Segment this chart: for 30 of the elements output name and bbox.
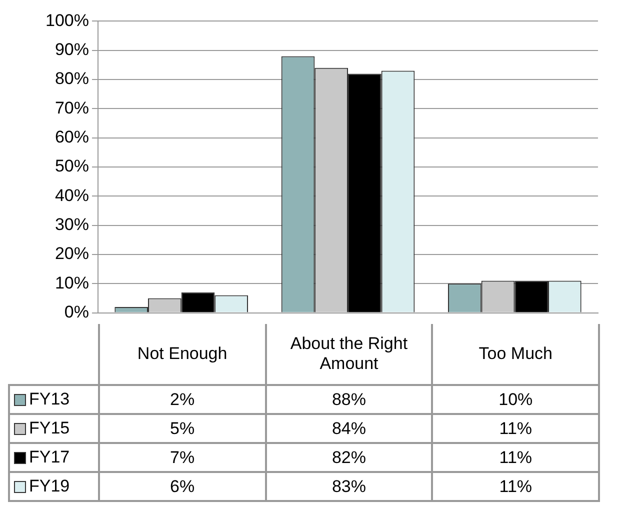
data-label: 84% [266, 414, 432, 443]
y-tick-label: 30% [54, 215, 89, 234]
data-label: 2% [99, 385, 266, 414]
legend-label: FY17 [29, 448, 70, 467]
y-tick-label: 40% [54, 186, 89, 205]
x-tick-label: Too Much [478, 344, 554, 364]
y-tick-label: 60% [54, 128, 89, 147]
x-tick-label: Not Enough [136, 344, 228, 364]
legend-label: FY13 [29, 390, 70, 409]
legend-label: FY15 [29, 418, 70, 438]
data-label: 6% [99, 472, 266, 501]
data-label: 88% [266, 385, 432, 414]
data-label: 11% [432, 443, 599, 472]
y-tick-label: 50% [54, 156, 89, 176]
data-label: 10% [432, 385, 599, 414]
legend-label: FY19 [29, 476, 70, 496]
y-tick-label: 80% [54, 69, 89, 88]
x-tick-label: About the Right Amount [289, 334, 409, 374]
data-label: 11% [432, 472, 599, 501]
data-label: 5% [99, 414, 266, 443]
y-tick-label: 0% [64, 302, 89, 322]
data-label: 11% [432, 414, 599, 443]
y-tick-label: 10% [54, 273, 89, 292]
y-tick-label: 90% [54, 40, 89, 60]
y-tick-label: 70% [54, 98, 89, 118]
y-tick-label: 100% [46, 10, 89, 30]
y-tick-label: 20% [54, 244, 89, 264]
data-label: 83% [266, 472, 432, 501]
data-label: 82% [266, 443, 432, 472]
data-label: 7% [99, 443, 266, 472]
